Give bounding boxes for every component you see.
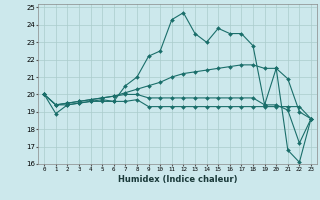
X-axis label: Humidex (Indice chaleur): Humidex (Indice chaleur) — [118, 175, 237, 184]
